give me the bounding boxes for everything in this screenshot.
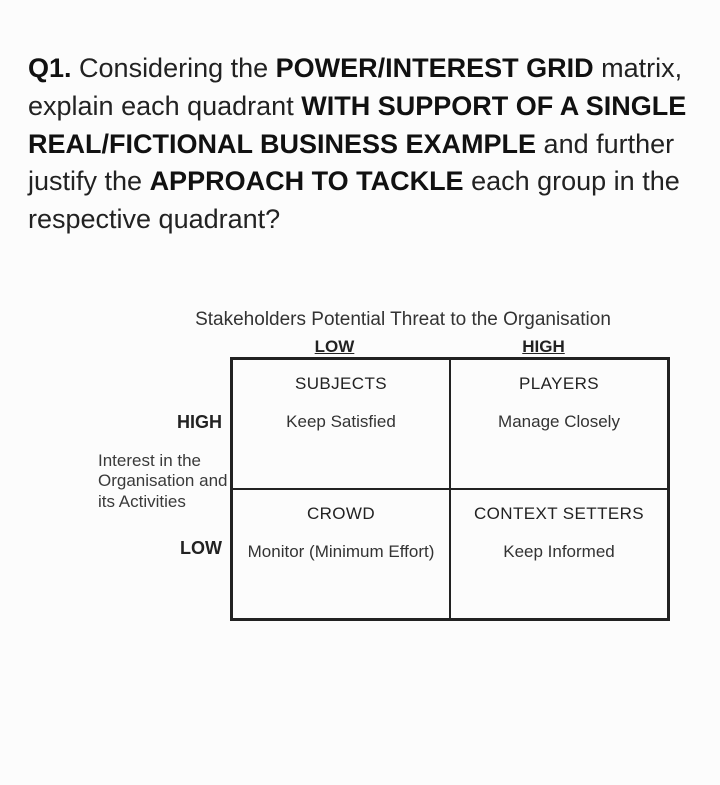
q-p1: Considering the [72, 53, 276, 83]
col-headers: LOW HIGH [98, 337, 648, 357]
matrix-title: Stakeholders Potential Threat to the Org… [98, 309, 648, 331]
question-prefix: Q1. [28, 53, 72, 83]
question-text: Q1. Considering the POWER/INTEREST GRID … [28, 50, 692, 239]
cell-bl-sub: Monitor (Minimum Effort) [248, 542, 435, 562]
row-label-high: HIGH [177, 412, 222, 433]
cell-tr-title: PLAYERS [519, 374, 599, 394]
cell-tl-title: SUBJECTS [295, 374, 387, 394]
col-header-high: HIGH [439, 337, 648, 357]
col-header-low: LOW [230, 337, 439, 357]
cell-tr-sub: Manage Closely [498, 412, 620, 432]
cell-tl-sub: Keep Satisfied [286, 412, 396, 432]
cell-br-sub: Keep Informed [503, 542, 615, 562]
grid: SUBJECTS Keep Satisfied PLAYERS Manage C… [230, 357, 670, 621]
cell-crowd: CROWD Monitor (Minimum Effort) [232, 489, 450, 619]
row-labels: HIGH Interest in the Organisation and it… [98, 357, 230, 559]
matrix: Stakeholders Potential Threat to the Org… [98, 309, 648, 621]
y-axis-caption: Interest in the Organisation and its Act… [98, 451, 230, 512]
q-b3: APPROACH TO TACKLE [150, 166, 464, 196]
cell-bl-title: CROWD [307, 504, 375, 524]
row-label-low: LOW [180, 538, 222, 559]
q-b1: POWER/INTEREST GRID [276, 53, 594, 83]
cell-subjects: SUBJECTS Keep Satisfied [232, 359, 450, 489]
cell-br-title: CONTEXT SETTERS [474, 504, 644, 524]
cell-context-setters: CONTEXT SETTERS Keep Informed [450, 489, 668, 619]
cell-players: PLAYERS Manage Closely [450, 359, 668, 489]
